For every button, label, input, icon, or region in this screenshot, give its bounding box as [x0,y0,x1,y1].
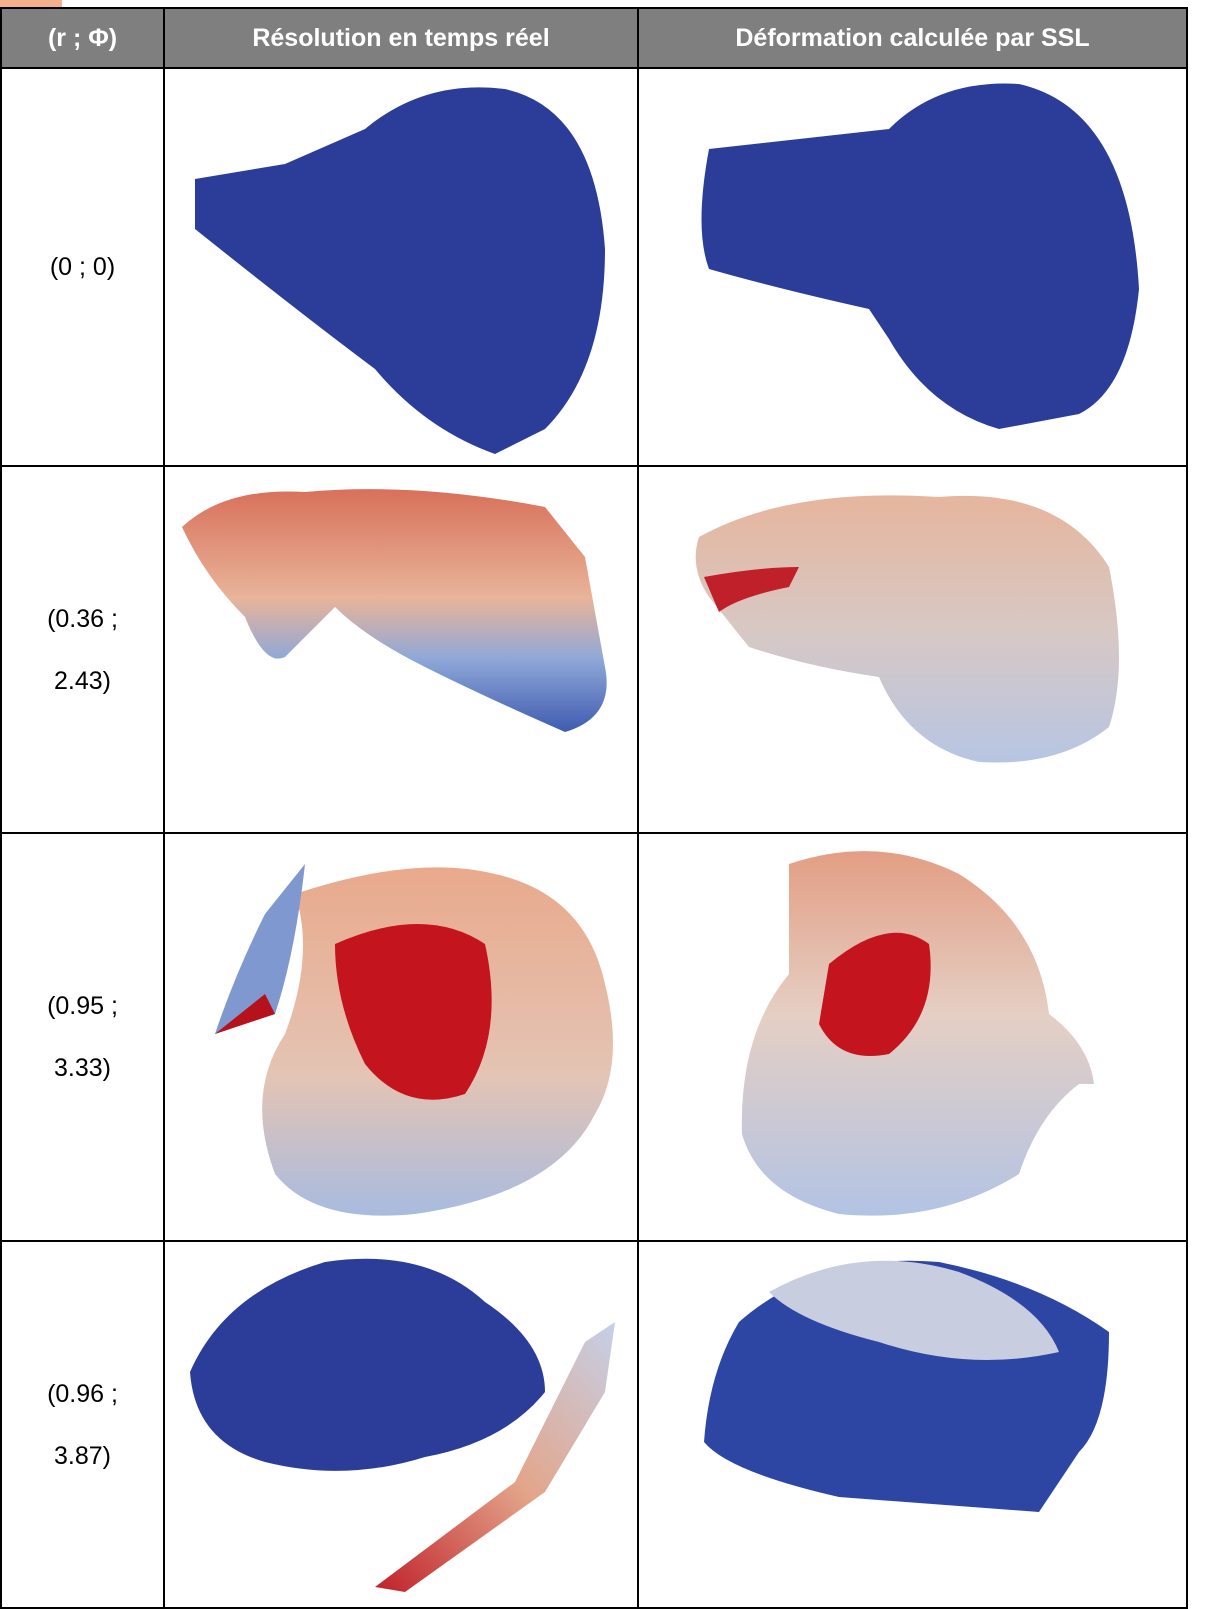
liver-render [182,489,607,732]
image-cell [637,465,1188,834]
row-label: (0.36 ; 2.43) [0,465,165,834]
image-cell [637,1240,1188,1609]
row: (0.36 ; 2.43) [0,465,1188,834]
liver-render [195,87,605,454]
liver-render [704,1260,1109,1512]
row-label: (0.96 ; 3.87) [0,1240,165,1609]
liver-render [741,851,1094,1216]
image-cell [637,832,1188,1242]
liver-render [695,495,1119,763]
row-label: (0 ; 0) [0,67,165,467]
image-cell [163,465,639,834]
liver-render [701,83,1139,429]
liver-render [190,1258,615,1592]
header-cell: (r ; Φ) [0,7,165,69]
row: (0 ; 0) [0,67,1188,467]
image-cell [163,67,639,467]
row-label: (0.95 ; 3.33) [0,832,165,1242]
header-row: (r ; Φ) Résolution en temps réel Déforma… [0,7,1188,69]
image-cell [163,1240,639,1609]
image-cell [163,832,639,1242]
row: (0.95 ; 3.33) [0,832,1188,1242]
header-cell: Résolution en temps réel [163,7,639,69]
corner-mark [0,0,62,7]
liver-render [215,864,613,1216]
header-cell: Déformation calculée par SSL [637,7,1188,69]
results-table: (r ; Φ) Résolution en temps réel Déforma… [0,7,1188,1609]
image-cell [637,67,1188,467]
row: (0.96 ; 3.87) [0,1240,1188,1609]
